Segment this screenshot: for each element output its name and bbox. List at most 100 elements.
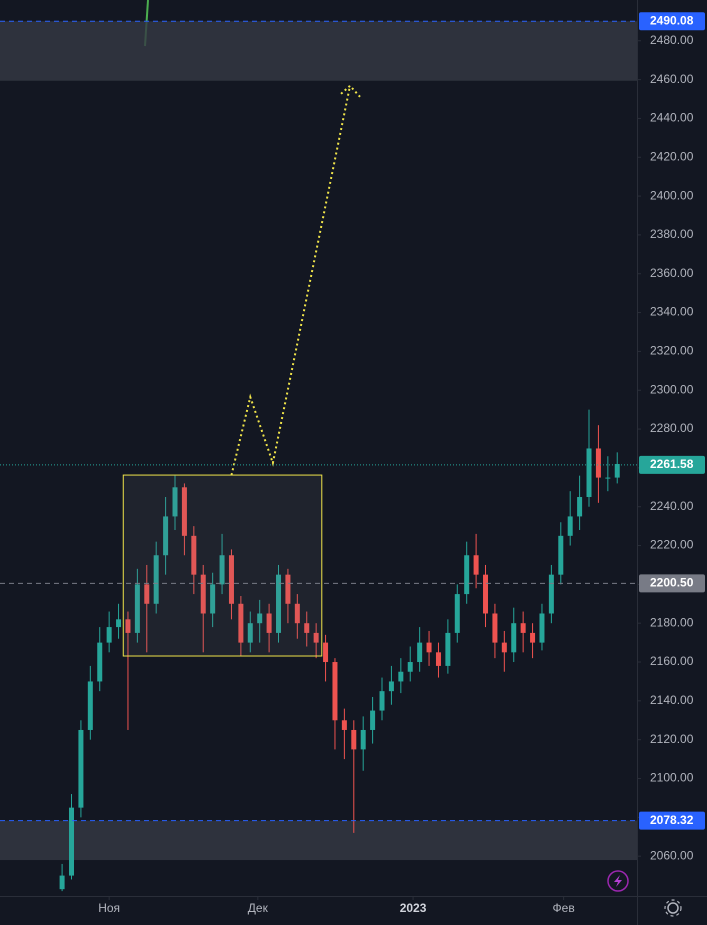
y-tick-label: 2480.00 bbox=[650, 33, 694, 47]
price-tag bbox=[639, 574, 705, 593]
candle-body bbox=[97, 642, 103, 682]
y-tick-label: 2100.00 bbox=[650, 771, 694, 785]
candle-body bbox=[153, 555, 159, 604]
arrow-head bbox=[340, 84, 361, 98]
candle-body bbox=[351, 729, 357, 750]
candle-body bbox=[464, 555, 470, 595]
candle-body bbox=[586, 448, 592, 498]
candle-body bbox=[172, 487, 178, 517]
candle-body bbox=[181, 487, 187, 536]
price-tag bbox=[639, 811, 705, 830]
y-tick-label: 2400.00 bbox=[650, 188, 694, 202]
candle-body bbox=[360, 729, 366, 750]
y-tick-label: 2420.00 bbox=[650, 149, 694, 163]
x-tick-label: 2023 bbox=[400, 901, 427, 915]
candle-body bbox=[567, 516, 573, 536]
candle-body bbox=[454, 594, 460, 633]
range-box bbox=[122, 474, 323, 657]
y-tick-label: 2140.00 bbox=[650, 693, 694, 707]
candle-body bbox=[323, 642, 329, 663]
lightning-icon[interactable] bbox=[607, 870, 629, 892]
settings-icon[interactable] bbox=[664, 899, 682, 917]
candle-body bbox=[577, 497, 583, 517]
candle-body bbox=[370, 710, 376, 730]
candle-body bbox=[341, 720, 347, 730]
candle-body bbox=[266, 613, 272, 633]
price-tag-label: 2261.58 bbox=[650, 457, 694, 471]
price-tag bbox=[639, 12, 705, 31]
candle-body bbox=[548, 574, 554, 614]
candle-body bbox=[332, 662, 338, 721]
candle-body bbox=[238, 603, 244, 643]
candle-body bbox=[219, 555, 225, 585]
price-tag-label: 2200.50 bbox=[650, 576, 694, 590]
y-tick-label: 2220.00 bbox=[650, 538, 694, 552]
candle-body bbox=[398, 671, 404, 682]
y-tick-label: 2240.00 bbox=[650, 499, 694, 513]
candle-body bbox=[539, 613, 545, 643]
y-tick-label: 2320.00 bbox=[650, 344, 694, 358]
candle-body bbox=[191, 535, 197, 575]
x-tick-label: Ноя bbox=[98, 901, 120, 915]
candle-body bbox=[228, 555, 234, 604]
x-tick-label: Дек bbox=[248, 901, 269, 915]
candle-body bbox=[116, 619, 122, 628]
y-tick-label: 2300.00 bbox=[650, 382, 694, 396]
candle-body bbox=[558, 535, 564, 575]
candle-body bbox=[426, 642, 432, 653]
candle-body bbox=[407, 662, 413, 672]
y-tick-label: 2340.00 bbox=[650, 305, 694, 319]
y-tick-label: 2360.00 bbox=[650, 266, 694, 280]
price-zone bbox=[0, 820, 637, 861]
candle-body bbox=[285, 574, 291, 604]
price-tag-label: 2078.32 bbox=[650, 813, 694, 827]
x-tick-label: Фев bbox=[553, 901, 575, 915]
candle-body bbox=[144, 584, 150, 604]
y-tick-label: 2280.00 bbox=[650, 421, 694, 435]
candle-body bbox=[379, 691, 385, 711]
y-tick-label: 2460.00 bbox=[650, 72, 694, 86]
candle-body bbox=[473, 555, 479, 575]
candle-body bbox=[417, 642, 423, 663]
y-tick-label: 2180.00 bbox=[650, 615, 694, 629]
y-tick-label: 2160.00 bbox=[650, 654, 694, 668]
candle-body bbox=[445, 632, 451, 666]
candle-body bbox=[511, 623, 517, 653]
candle-body bbox=[257, 613, 263, 624]
candle-body bbox=[595, 448, 601, 478]
candle-body bbox=[530, 632, 536, 643]
candle-body bbox=[69, 807, 75, 876]
y-tick-label: 2440.00 bbox=[650, 111, 694, 125]
candle-body bbox=[125, 619, 131, 633]
candle-body bbox=[294, 603, 300, 624]
y-tick-label: 2380.00 bbox=[650, 227, 694, 241]
price-tag bbox=[639, 455, 705, 474]
candle-body bbox=[304, 623, 310, 633]
candle-body bbox=[388, 681, 394, 692]
projection-path bbox=[230, 85, 352, 476]
candle-body bbox=[210, 584, 216, 614]
candle-body bbox=[435, 652, 441, 666]
candle-body bbox=[163, 516, 169, 556]
candle-body bbox=[59, 875, 65, 890]
candle-body bbox=[483, 574, 489, 614]
candle-body bbox=[605, 477, 611, 479]
candle-body bbox=[200, 574, 206, 614]
y-tick-label: 2060.00 bbox=[650, 848, 694, 862]
candle-body bbox=[501, 642, 507, 653]
candle-body bbox=[134, 584, 140, 633]
candle-body bbox=[492, 613, 498, 643]
price-tag-label: 2490.08 bbox=[650, 13, 694, 27]
candle-body bbox=[247, 623, 253, 643]
candle-body bbox=[78, 729, 84, 808]
candle-body bbox=[276, 574, 282, 633]
candle-body bbox=[520, 623, 526, 633]
candle-body bbox=[313, 632, 319, 643]
candle-body bbox=[106, 627, 112, 643]
candle-body bbox=[87, 681, 93, 730]
price-zone bbox=[0, 21, 637, 81]
candle-body bbox=[614, 464, 620, 478]
y-tick-label: 2120.00 bbox=[650, 732, 694, 746]
